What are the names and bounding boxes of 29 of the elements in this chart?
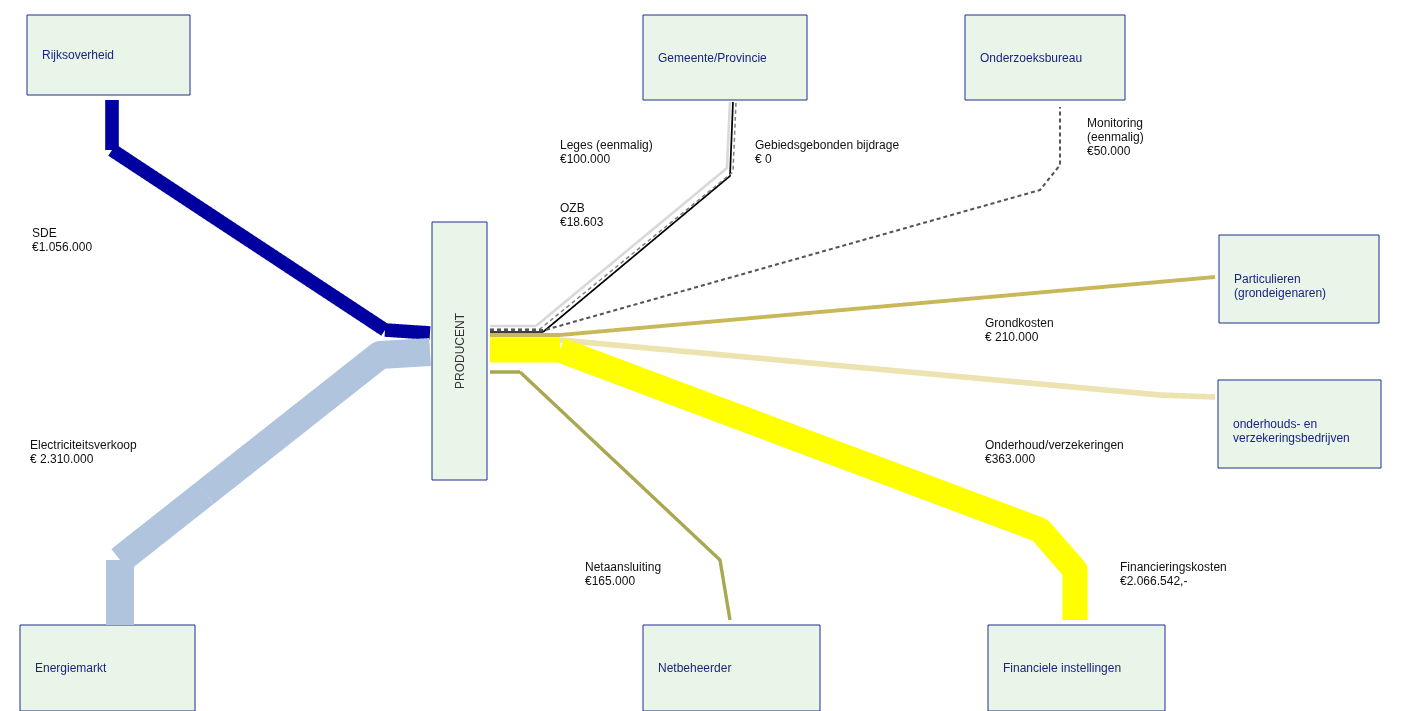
data-label: €165.000 [585, 574, 636, 588]
text: Particulieren (grondeigenaren) [1234, 272, 1327, 300]
data-label: € 210.000 [985, 330, 1039, 344]
text: Onderzoeksbureau [980, 50, 1083, 65]
data-label: €18.603 [560, 215, 604, 229]
category-label: Electriciteitsverkoop [30, 438, 138, 452]
text: Gemeente/Provincie [658, 50, 768, 65]
data-label: €50.000 [1087, 144, 1131, 158]
data-label: €100.000 [560, 152, 611, 166]
category-label: Netaansluiting [585, 560, 662, 574]
text: Netbeheerder [658, 661, 732, 675]
data-label: €363.000 [985, 452, 1036, 466]
category-label: Monitoring (eenmalig) [1087, 116, 1144, 144]
category-label: OZB [560, 201, 585, 215]
category-label: Financieringskosten [1120, 560, 1227, 574]
text: onderhouds- en verzekeringsbedrijven [1233, 417, 1350, 445]
text: Rijksoverheid [42, 48, 115, 62]
data-label: € 0 [755, 152, 773, 166]
category-label: Onderhoud/verzekeringen [985, 438, 1124, 452]
text: PRODUCENT [452, 312, 467, 390]
category-label: Gebiedsgebonden bijdrage [755, 138, 900, 152]
category-label: Grondkosten [985, 316, 1054, 330]
category-label: SDE [32, 226, 57, 240]
data-label: € 2.310.000 [30, 452, 94, 466]
text: Energiemarkt [35, 661, 108, 675]
data-label: €1.056.000 [32, 240, 93, 254]
data-label: €2.066.542,- [1120, 574, 1188, 588]
category-label: Leges (eenmalig) [560, 138, 653, 152]
text: Financiele instellingen [1003, 661, 1122, 675]
